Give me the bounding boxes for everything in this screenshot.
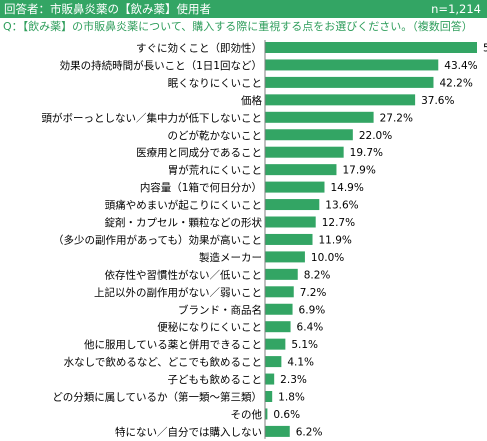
bar [265, 76, 434, 88]
value-label: 1.8% [278, 392, 305, 404]
category-label: 眠くなりにくいこと [168, 77, 262, 89]
bar [265, 164, 337, 176]
value-label: 27.2% [380, 112, 413, 124]
value-label: 37.6% [421, 95, 454, 107]
value-label: 14.9% [330, 182, 363, 194]
category-label: 頭痛やめまいが起こりにくいこと [105, 199, 262, 212]
value-label: 0.6% [273, 409, 300, 421]
bar [265, 391, 273, 402]
category-label: 上記以外の副作用がない／弱いこと [94, 286, 262, 299]
bar [265, 338, 286, 350]
bar [265, 268, 298, 280]
category-label: その他 [231, 408, 263, 421]
category-label: 内容量（1箱で何日分か） [140, 181, 262, 194]
category-label: どの分類に属しているか（第一類～第三類） [52, 391, 262, 404]
bar [265, 59, 439, 71]
value-label: 10.0% [311, 252, 344, 264]
value-label: 19.7% [350, 147, 383, 159]
value-label: 22.0% [359, 130, 392, 142]
value-label: 13.6% [325, 200, 358, 212]
bar [265, 303, 293, 315]
category-label: 医療用と同成分であること [136, 146, 262, 159]
bar [265, 251, 305, 263]
value-label: 53.1% [483, 43, 487, 55]
category-label: すぐに効くこと（即効性） [136, 42, 262, 55]
question-text: Q：【飲み薬】の市販鼻炎薬について、購入する際に重視する点をお選びください。（複… [3, 20, 473, 33]
value-label: 12.7% [322, 217, 355, 229]
bar [265, 233, 313, 245]
bar [265, 216, 316, 228]
category-label: 錠剤・カプセル・顆粒などの形状 [105, 216, 263, 229]
category-label: のどが乾かないこと [168, 129, 263, 142]
value-label: 2.3% [280, 374, 307, 386]
bar [265, 356, 282, 368]
value-label: 6.2% [296, 426, 323, 438]
value-label: 6.9% [299, 304, 326, 316]
bar [265, 94, 416, 106]
category-label: 子どもも飲めること [168, 373, 263, 386]
value-label: 5.1% [291, 339, 318, 351]
category-label: 水なしで飲めるなど、どこでも飲めること [64, 356, 262, 369]
value-label: 11.9% [319, 234, 352, 246]
value-label: 8.2% [304, 269, 331, 281]
bar [265, 425, 290, 437]
bar [265, 199, 320, 211]
bar [265, 181, 325, 193]
value-label: 7.2% [300, 287, 327, 299]
header-bar: 回答者：市販鼻炎薬の【飲み薬】使用者 n=1,214 [0, 0, 487, 18]
value-label: 43.4% [444, 60, 477, 72]
value-label: 42.2% [439, 77, 472, 89]
category-label: 胃が荒れにくいこと [168, 164, 262, 177]
category-label: （多少の副作用があっても）効果が高いこと [53, 233, 262, 246]
respondent-label: 回答者：市販鼻炎薬の【飲み薬】使用者 [4, 2, 211, 16]
category-label: 便秘になりにくいこと [157, 321, 262, 334]
bar [265, 373, 275, 385]
bar [265, 42, 477, 53]
value-label: 4.1% [287, 357, 314, 369]
bar [265, 321, 291, 333]
bar [265, 146, 344, 158]
bar [265, 129, 353, 141]
category-label: 特にない／自分では購入しない [115, 425, 262, 438]
category-label: ブランド・商品名 [178, 303, 262, 316]
category-label: 製造メーカー [199, 251, 262, 264]
category-label: 依存性や習慣性がない／低いこと [105, 268, 263, 281]
category-label: 頭がボーっとしない／集中力が低下しないこと [42, 111, 263, 124]
value-label: 6.4% [297, 322, 324, 334]
category-label: 効果の持続時間が長いこと（1日1回など） [60, 59, 262, 72]
category-label: 価格 [241, 94, 262, 107]
bar [265, 111, 374, 123]
bar [265, 286, 294, 298]
value-label: 17.9% [342, 165, 375, 177]
sample-size: n=1,214 [431, 2, 481, 16]
category-label: 他に服用している薬と併用できること [84, 338, 262, 351]
bar [265, 408, 268, 420]
